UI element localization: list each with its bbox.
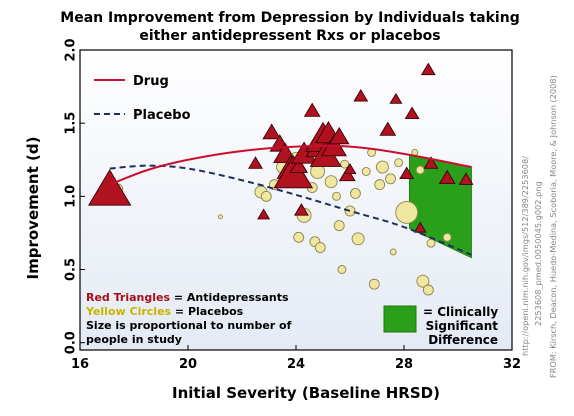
x-tick-label: 28	[395, 357, 413, 372]
drug-study-point	[389, 92, 403, 104]
placebo-study-point	[422, 284, 434, 296]
credit-line: FROM: Kirsch, Deacon, Huedo-Medina, Scob…	[548, 75, 558, 378]
placebo-study-point	[340, 159, 350, 169]
legend: Drug Placebo	[94, 74, 191, 123]
y-tick-label: 0.0	[64, 331, 79, 354]
placebo-study-point	[349, 187, 361, 199]
legend-label-drug: Drug	[133, 74, 169, 89]
drug-study-point	[413, 221, 427, 233]
drug-study-point	[88, 169, 132, 206]
placebo-study-point	[361, 167, 371, 176]
axis-ticks: 16 20 24 28 32 0.0 0.5 1.0 1.5 2.0	[64, 38, 522, 372]
drug-study-point	[458, 172, 474, 185]
placebo-study-point	[426, 238, 436, 248]
x-axis-label: Initial Severity (Baseline HRSD)	[172, 384, 440, 402]
chart-subtitle: either antidepressent Rxs or placebos	[139, 28, 441, 44]
significance-label-line: = Clinically	[423, 305, 498, 319]
placebo-study-point	[324, 175, 338, 189]
placebo-study-point	[332, 191, 341, 201]
placebo-study-point	[351, 232, 365, 246]
placebo-study-point	[337, 265, 347, 274]
drug-study-point	[338, 166, 356, 182]
x-tick-label: 24	[287, 357, 305, 372]
key-note-line: people in study	[86, 333, 182, 346]
placebo-study-point	[344, 205, 356, 217]
drug-study-point	[438, 169, 456, 185]
placebo-study-point	[333, 220, 345, 232]
placebo-study-point	[395, 200, 419, 224]
x-tick-label: 16	[71, 357, 89, 372]
placebo-study-point	[368, 278, 380, 290]
x-tick-label: 32	[503, 357, 521, 372]
placebo-study-point	[415, 165, 425, 175]
y-axis-label: Improvement (d)	[24, 137, 42, 280]
placebo-study-point	[394, 158, 404, 168]
drug-study-point	[353, 88, 369, 102]
x-tick-label: 20	[179, 357, 197, 372]
chart-title: Mean Improvement from Depression by Indi…	[60, 10, 520, 26]
key-note-run: Yellow Circles	[85, 305, 172, 318]
placebo-study-point	[293, 231, 305, 243]
placebo-study-point	[217, 214, 223, 220]
key-note-run: = Placebos	[171, 305, 244, 318]
placebo-study-point	[389, 248, 397, 256]
y-tick-label: 2.0	[64, 38, 79, 61]
y-tick-label: 0.5	[64, 258, 79, 281]
credit-line: http://openi.nlm.nih.gov/imgs/512/389/22…	[520, 156, 530, 356]
significance-swatch	[383, 305, 417, 333]
y-tick-label: 1.0	[64, 185, 79, 208]
legend-label-placebo: Placebo	[133, 108, 191, 123]
placebo-study-point	[385, 173, 396, 185]
key-note-line: Red Triangles = Antidepressants	[86, 291, 289, 304]
key-note-run: people in study	[86, 333, 182, 346]
drug-study-point	[248, 156, 263, 169]
drug-study-point	[343, 163, 357, 175]
y-tick-label: 1.5	[64, 112, 79, 135]
significance-label-line: Difference	[428, 333, 498, 347]
drug-study-point	[293, 203, 309, 216]
trend-curves	[109, 144, 472, 256]
placebo-study-point	[314, 242, 326, 254]
key-note-run: = Antidepressants	[170, 291, 289, 304]
drug-points	[88, 62, 474, 233]
drug-trend-line	[109, 144, 472, 186]
placebo-study-point	[416, 274, 430, 288]
drug-study-point	[289, 157, 309, 173]
drug-study-point	[423, 156, 439, 169]
drug-study-point	[262, 123, 282, 140]
placebo-study-point	[375, 160, 389, 174]
drug-study-point	[303, 102, 321, 117]
placebo-trend-line	[109, 164, 472, 256]
key-note-run: Size is proportional to number of	[86, 319, 292, 332]
key-note-run: Red Triangles	[86, 291, 170, 304]
key-note-line: Yellow Circles = Placebos	[85, 305, 244, 318]
placebo-points	[112, 147, 452, 296]
drug-study-point	[257, 208, 271, 220]
drug-study-point	[399, 166, 415, 180]
placebo-study-point	[260, 190, 272, 202]
drug-study-point	[328, 126, 350, 145]
drug-study-point	[420, 62, 436, 76]
placebo-study-point	[374, 179, 386, 191]
significance-label-line: Significant	[426, 319, 499, 333]
drug-study-point	[404, 106, 420, 120]
placebo-study-point	[442, 232, 452, 242]
key-note-line: Size is proportional to number of	[86, 319, 292, 332]
drug-study-point	[379, 121, 397, 136]
credit-line: 2253608_pmed.0050045.g002.png	[533, 181, 543, 326]
